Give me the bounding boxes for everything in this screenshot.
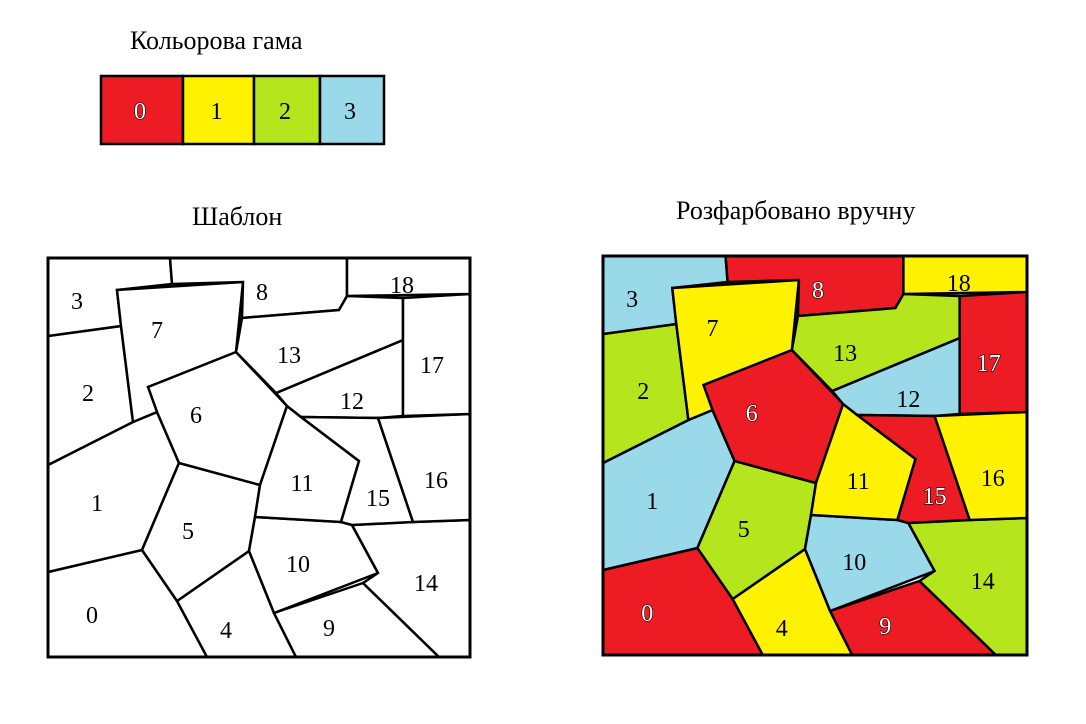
colored-title: Розфарбовано вручну	[676, 196, 916, 225]
palette-label-3: 3	[344, 99, 356, 125]
palette-label-2: 2	[279, 99, 291, 125]
template-region-label-5: 5	[182, 519, 194, 545]
colored-region-label-1: 1	[646, 489, 658, 515]
colored-region-label-8: 8	[812, 278, 824, 304]
template-region-label-8: 8	[256, 280, 268, 306]
colored-region-label-9: 9	[879, 614, 891, 640]
palette-title: Кольорова гама	[130, 26, 303, 55]
template-region-label-9: 9	[323, 616, 335, 642]
colored-region-label-6: 6	[746, 401, 758, 427]
template-region-label-17: 17	[420, 353, 444, 379]
palette-label-0: 0	[134, 99, 146, 125]
template-map-frame	[46, 256, 472, 659]
template-region-label-3: 3	[71, 289, 83, 315]
palette-strip: 0 1 2 3	[99, 74, 386, 146]
colored-region-label-12: 12	[896, 387, 920, 413]
colored-region-label-17: 17	[977, 351, 1001, 377]
template-region-label-18: 18	[390, 273, 414, 299]
template-region-label-14: 14	[414, 571, 438, 597]
template-title: Шаблон	[192, 202, 283, 231]
colored-region-label-13: 13	[833, 341, 857, 367]
colored-region-label-16: 16	[981, 466, 1005, 492]
colored-region-label-14: 14	[971, 569, 995, 595]
template-region-label-16: 16	[424, 468, 448, 494]
colored-region-label-3: 3	[626, 287, 638, 313]
colored-map-frame	[601, 254, 1029, 657]
colored-region-label-5: 5	[738, 517, 750, 543]
template-region-label-7: 7	[151, 318, 163, 344]
colored-region-label-7: 7	[707, 316, 719, 342]
template-region-label-6: 6	[190, 403, 202, 429]
colored-region-label-10: 10	[842, 550, 866, 576]
colored-region-label-4: 4	[776, 616, 788, 642]
colored-region-label-18: 18	[947, 271, 971, 297]
template-region-label-10: 10	[286, 552, 310, 578]
template-region-label-15: 15	[366, 486, 390, 512]
template-region-label-12: 12	[340, 389, 364, 415]
palette-label-1: 1	[211, 99, 223, 125]
palette-swatch-1	[181, 74, 256, 146]
colored-region-label-0: 0	[641, 601, 653, 627]
colored-region-label-2: 2	[637, 379, 649, 405]
template-region-label-2: 2	[82, 381, 94, 407]
template-region-label-1: 1	[91, 491, 103, 517]
colored-region-label-15: 15	[923, 484, 947, 510]
palette-swatch-2	[252, 74, 322, 146]
template-region-label-13: 13	[277, 343, 301, 369]
template-region-label-4: 4	[220, 618, 232, 644]
template-region-label-11: 11	[290, 471, 313, 497]
palette-swatch-3	[318, 74, 386, 146]
colored-region-label-11: 11	[847, 469, 870, 495]
template-region-label-0: 0	[86, 603, 98, 629]
